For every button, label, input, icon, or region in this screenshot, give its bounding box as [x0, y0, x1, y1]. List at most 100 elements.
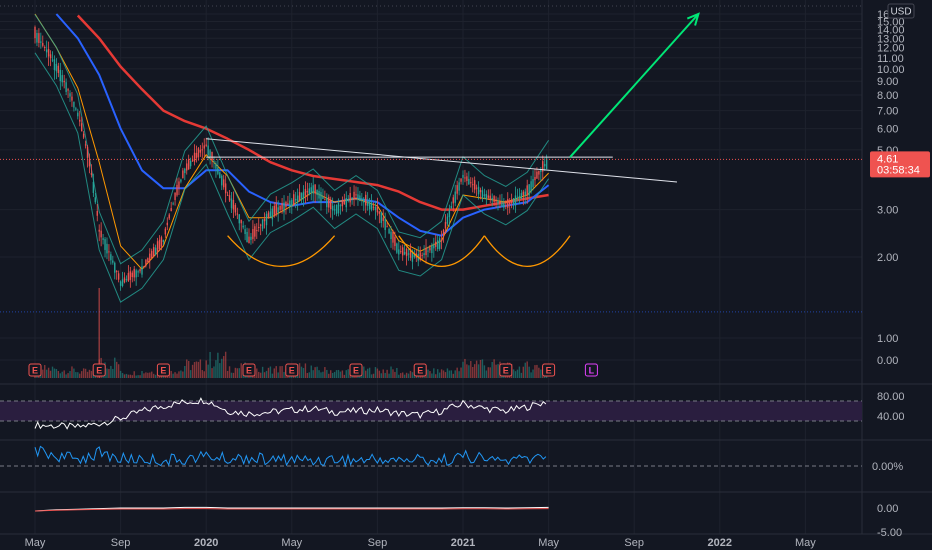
oscillator-tick-label: -5.00: [877, 527, 902, 539]
volume-bar: [382, 369, 384, 378]
lockup-event-marker[interactable]: L: [584, 363, 598, 377]
candle-body: [452, 197, 454, 204]
candle-body: [403, 251, 406, 255]
volume-bar: [213, 366, 215, 378]
volume-bar: [345, 370, 347, 378]
moving-average-line: [55, 13, 550, 237]
candle-body: [538, 170, 540, 175]
candle-body: [106, 243, 108, 254]
candle-body: [501, 202, 503, 207]
earnings-event-marker[interactable]: E: [156, 363, 170, 377]
earnings-event-marker[interactable]: E: [285, 363, 299, 377]
volume-bar: [475, 360, 478, 378]
candle-body: [481, 190, 484, 199]
volume-bar: [435, 374, 437, 378]
volume-bar: [522, 366, 525, 378]
candle-body: [191, 159, 194, 162]
volume-bar: [538, 367, 540, 378]
candle-body: [100, 230, 102, 238]
volume-bar: [116, 361, 118, 378]
volume-bar: [365, 370, 367, 378]
candle-body: [444, 221, 447, 229]
candle-body: [512, 198, 515, 204]
candle-body: [184, 168, 186, 174]
volume-bar: [201, 370, 204, 378]
candle-body: [73, 101, 75, 108]
base-arc[interactable]: [227, 235, 336, 267]
candle-body: [238, 214, 240, 224]
candle-body: [176, 184, 178, 196]
price-candles[interactable]: [34, 25, 548, 291]
volume-bar: [51, 366, 54, 378]
price-axis[interactable]: 16.0015.0014.0013.0012.0011.0010.009.008…: [872, 3, 915, 539]
candle-body: [40, 41, 42, 43]
volume-bar: [339, 371, 342, 378]
volume-bar: [403, 374, 406, 378]
candle-body: [228, 195, 231, 201]
projection-arrow-line[interactable]: [569, 13, 700, 158]
price-tick-label: 8.00: [877, 90, 898, 102]
candle-body: [361, 198, 363, 200]
candle-body: [503, 203, 505, 208]
earnings-event-marker[interactable]: E: [28, 363, 42, 377]
volume-bar: [386, 369, 388, 378]
candle-body: [59, 69, 61, 82]
volume-bar: [462, 361, 464, 378]
candle-body: [265, 213, 268, 226]
candle-body: [123, 277, 126, 283]
volume-bar: [205, 360, 207, 378]
volume-bar: [333, 371, 336, 378]
oscillator-panel[interactable]: [34, 506, 549, 512]
volume-bar: [131, 375, 133, 378]
earnings-event-marker[interactable]: E: [242, 363, 256, 377]
candle-body: [209, 150, 211, 158]
volume-bar: [328, 373, 330, 378]
volume-bar: [491, 361, 493, 378]
volume-bar: [512, 369, 515, 378]
volume-bar: [108, 368, 110, 378]
volume-bar: [221, 358, 223, 378]
drawing-annotations[interactable]: [0, 12, 862, 268]
earnings-event-marker[interactable]: E: [92, 363, 106, 377]
currency-badge[interactable]: USD: [887, 3, 915, 19]
volume-bar: [322, 371, 324, 378]
earnings-event-marker[interactable]: E: [413, 363, 427, 377]
candle-body: [294, 198, 297, 201]
candle-body: [90, 173, 93, 175]
volume-bar: [57, 371, 60, 378]
volume-bar: [433, 368, 435, 378]
candle-body: [530, 181, 532, 192]
volume-bar: [219, 363, 221, 378]
volume-bar: [143, 373, 145, 378]
candle-body: [376, 205, 379, 213]
volume-bar: [450, 370, 453, 378]
candle-body: [392, 231, 394, 243]
rsi-panel[interactable]: [0, 397, 862, 430]
base-arc[interactable]: [483, 235, 571, 268]
candle-body: [63, 80, 65, 83]
candle-body: [438, 238, 441, 249]
candle-body: [487, 195, 489, 198]
volatility-panel[interactable]: [0, 445, 862, 468]
candle-body: [365, 194, 367, 206]
event-label: E: [417, 366, 423, 376]
earnings-event-marker[interactable]: E: [349, 363, 363, 377]
time-axis[interactable]: May Sep 2020 May Sep 2021 May Sep 2022 May: [25, 537, 817, 549]
candle-body: [84, 144, 87, 146]
volume-bar: [378, 370, 381, 378]
price-tick-label: 3.00: [877, 205, 898, 217]
volume-bar: [283, 371, 285, 378]
candle-body: [522, 191, 525, 196]
volume-bar: [49, 370, 52, 378]
base-arc[interactable]: [398, 235, 485, 268]
resistance-trendline[interactable]: [206, 138, 678, 183]
volume-bar: [526, 361, 528, 378]
volume-bar: [306, 373, 309, 378]
candle-body: [435, 241, 437, 247]
earnings-event-marker[interactable]: E: [542, 363, 556, 377]
earnings-event-marker[interactable]: E: [499, 363, 513, 377]
candle-body: [528, 184, 530, 196]
